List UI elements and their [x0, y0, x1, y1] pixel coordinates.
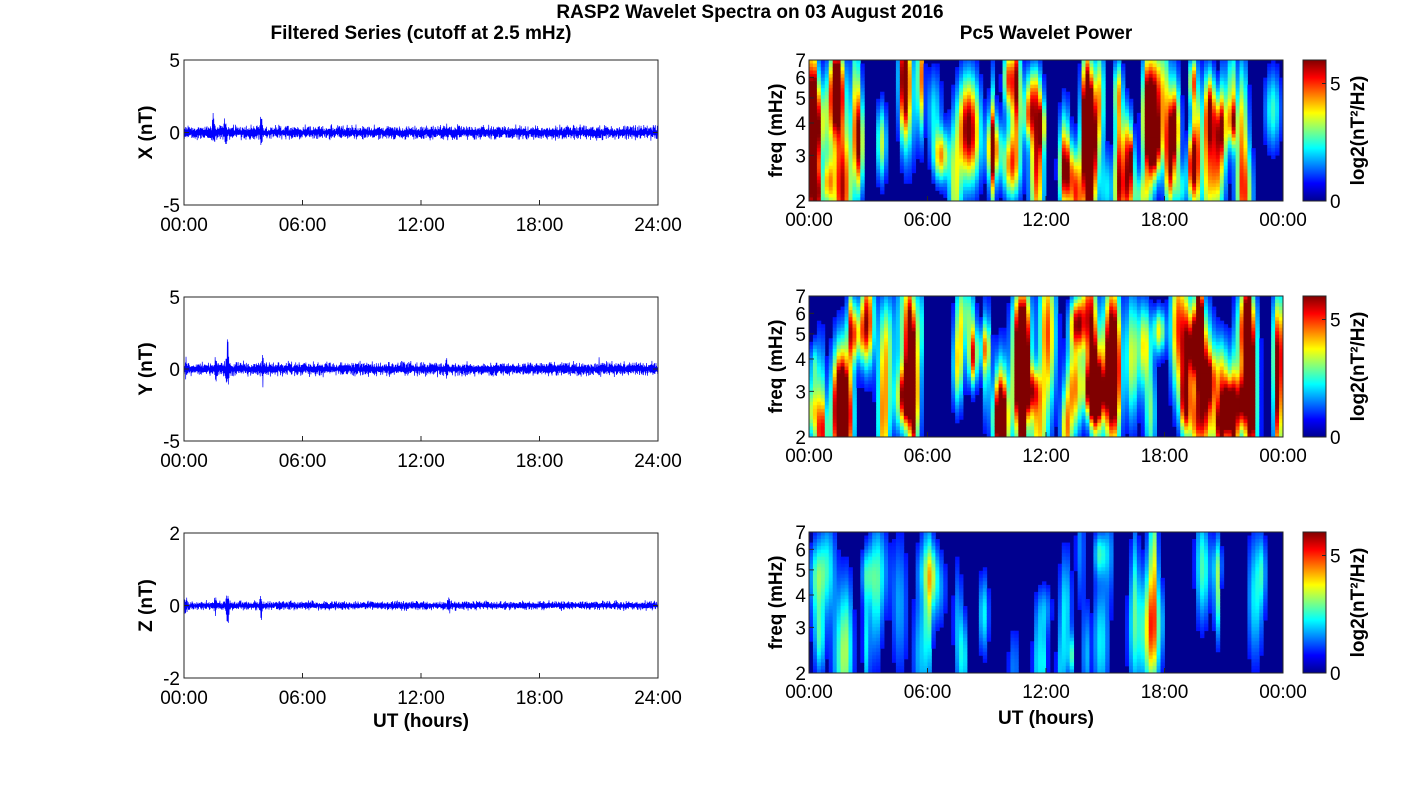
- colorbar-tick-label: 5: [1330, 311, 1341, 332]
- y-tick-label: 2: [795, 664, 806, 685]
- x-tick-label: 12:00: [1022, 210, 1070, 231]
- y-tick-label: 6: [795, 304, 806, 325]
- z-wavelet-y-axis-label: freq (mHz): [766, 556, 787, 650]
- y-series-y-axis-label: Y (nT): [136, 342, 157, 395]
- y-series-panel: 5 0 -500:00 06:00 12:00 18:00 24:00 Y (nT): [136, 288, 682, 472]
- right-column-title: Pc5 Wavelet Power: [960, 23, 1133, 44]
- panels: 50-500:00 06:00 12:00 18:00 24:00X (nT)50-50…: [136, 51, 1369, 709]
- y-wavelet-colorbar: [1302, 295, 1327, 438]
- x-series-line: [183, 113, 659, 145]
- y-series-line: [183, 339, 659, 388]
- y-tick-label: 5: [795, 561, 806, 582]
- x-tick-label: 06:00: [904, 210, 952, 231]
- y-tick-label: 5: [169, 51, 180, 72]
- x-tick-label: 00:00: [785, 210, 833, 231]
- y-tick-label: 5: [795, 325, 806, 346]
- x-tick-label: 06:00: [279, 215, 327, 236]
- x-tick-label: 12:00: [1022, 682, 1070, 703]
- y-tick-label: 4: [795, 114, 806, 135]
- y-tick-label: -5: [163, 432, 180, 453]
- x-tick-label: 12:00: [1022, 446, 1070, 467]
- x-tick-label: 00:00: [160, 451, 208, 472]
- y-tick-label: 2: [795, 428, 806, 449]
- x-tick-label: 06:00: [904, 446, 952, 467]
- z-wavelet-colorbar: [1302, 531, 1327, 674]
- colorbar-tick-label: 5: [1330, 547, 1341, 568]
- z-series-y-axis-label: Z (nT): [136, 579, 157, 632]
- x-tick-label: 18:00: [1141, 210, 1189, 231]
- y-tick-label: 5: [795, 89, 806, 110]
- x-tick-label: 00:00: [1259, 682, 1307, 703]
- left-column-title: Filtered Series (cutoff at 2.5 mHz): [271, 23, 572, 44]
- y-tick-label: 0: [169, 124, 180, 145]
- z-series-panel: 2 0 -200:00 06:00 12:00 18:00 24:00 Z (nT): [136, 524, 682, 709]
- x-tick-label: 18:00: [516, 451, 564, 472]
- x-tick-label: 06:00: [279, 688, 327, 709]
- y-wavelet-cells: [809, 296, 1284, 438]
- x-tick-label: 18:00: [1141, 682, 1189, 703]
- x-tick-label: 18:00: [516, 688, 564, 709]
- colorbar-tick-label: 0: [1330, 428, 1341, 449]
- x-tick-label: 24:00: [634, 688, 682, 709]
- z-wavelet-cells: [809, 532, 1268, 674]
- x-tick-label: 24:00: [634, 215, 682, 236]
- y-tick-label: 7: [795, 287, 806, 308]
- x-wavelet-colorbar-label: log2(nT²/Hz): [1348, 76, 1369, 186]
- colorbar-tick-label: 5: [1330, 75, 1341, 96]
- x-series-panel: 5 0 -500:00 06:00 12:00 18:00 24:00 X (nT): [136, 51, 682, 236]
- colorbar-tick-label: 0: [1330, 192, 1341, 213]
- x-tick-label: 12:00: [397, 688, 445, 709]
- y-tick-label: 5: [169, 288, 180, 309]
- y-tick-label: 2: [169, 524, 180, 545]
- x-tick-label: 06:00: [904, 682, 952, 703]
- left-x-axis-label: UT (hours): [373, 711, 469, 732]
- x-tick-label: 00:00: [160, 688, 208, 709]
- y-tick-label: 0: [169, 360, 180, 381]
- x-tick-label: 00:00: [1259, 446, 1307, 467]
- z-series-line: [183, 595, 659, 623]
- y-tick-label: 3: [795, 618, 806, 639]
- figure-title: RASP2 Wavelet Spectra on 03 August 2016: [556, 2, 943, 23]
- y-tick-label: 7: [795, 51, 806, 72]
- x-tick-label: 12:00: [397, 215, 445, 236]
- colorbar-tick-label: 0: [1330, 664, 1341, 685]
- right-x-axis-label: UT (hours): [998, 708, 1094, 729]
- x-tick-label: 18:00: [516, 215, 564, 236]
- x-tick-label: 00:00: [1259, 210, 1307, 231]
- y-tick-label: 4: [795, 350, 806, 371]
- y-tick-label: 6: [795, 68, 806, 89]
- x-tick-label: 00:00: [785, 446, 833, 467]
- z-wavelet-colorbar-label: log2(nT²/Hz): [1348, 548, 1369, 658]
- x-tick-label: 06:00: [279, 451, 327, 472]
- y-tick-label: -2: [163, 669, 180, 690]
- y-tick-label: 3: [795, 382, 806, 403]
- y-tick-label: 7: [795, 523, 806, 544]
- y-tick-label: 0: [169, 597, 180, 618]
- x-tick-label: 00:00: [785, 682, 833, 703]
- x-tick-label: 24:00: [634, 451, 682, 472]
- x-wavelet-colorbar: [1302, 59, 1327, 202]
- y-wavelet-y-axis-label: freq (mHz): [766, 320, 787, 414]
- y-wavelet-colorbar-label: log2(nT²/Hz): [1348, 312, 1369, 422]
- x-series-y-axis-label: X (nT): [136, 106, 157, 160]
- y-tick-label: -5: [163, 196, 180, 217]
- x-tick-label: 12:00: [397, 451, 445, 472]
- x-tick-label: 18:00: [1141, 446, 1189, 467]
- x-tick-label: 00:00: [160, 215, 208, 236]
- y-tick-label: 4: [795, 586, 806, 607]
- x-wavelet-y-axis-label: freq (mHz): [766, 84, 787, 178]
- y-tick-label: 2: [795, 192, 806, 213]
- x-wavelet-cells: [809, 60, 1284, 202]
- y-tick-label: 6: [795, 540, 806, 561]
- y-tick-label: 3: [795, 146, 806, 167]
